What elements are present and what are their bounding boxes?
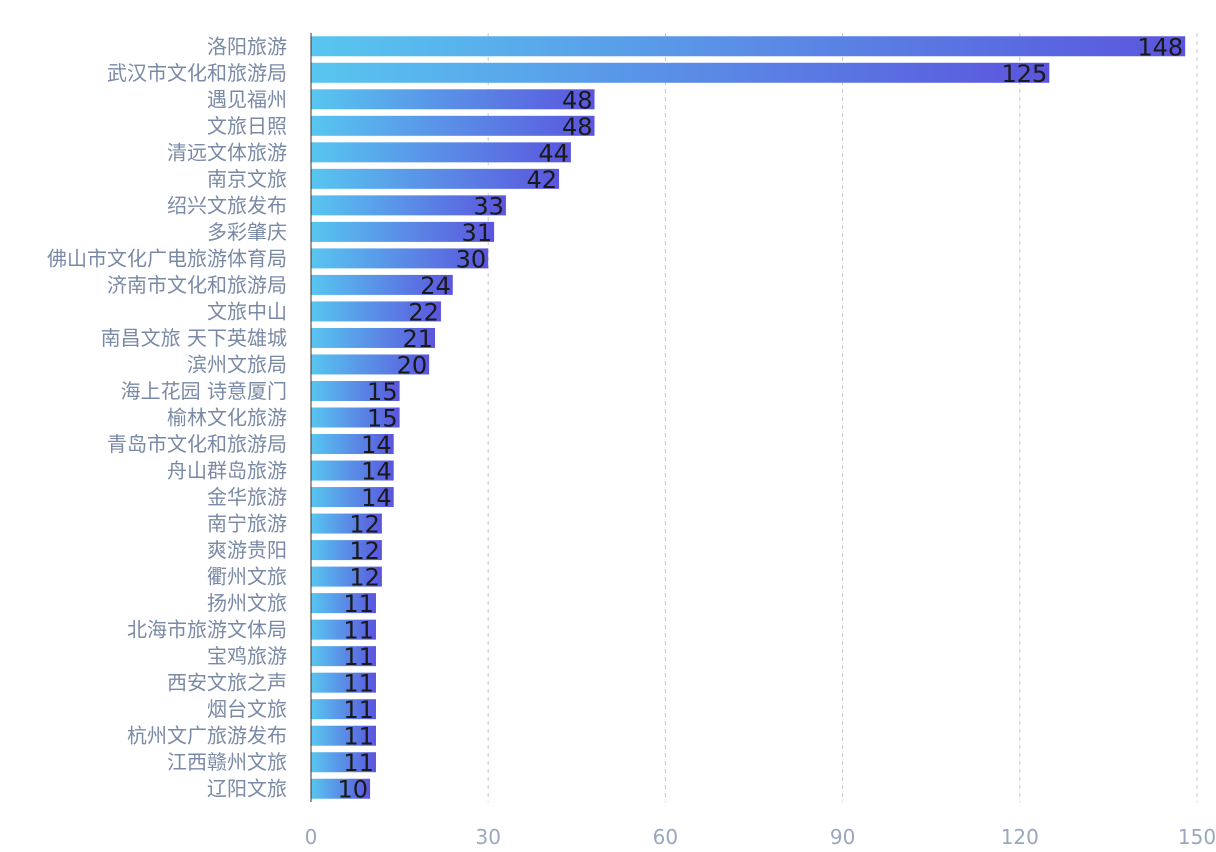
category-label: 青岛市文化和旅游局: [107, 432, 287, 456]
bar: [311, 725, 376, 746]
category-label: 舟山群岛旅游: [167, 459, 287, 483]
x-tick-label: 60: [653, 825, 678, 849]
category-label: 多彩肇庆: [207, 220, 287, 244]
category-label: 西安文旅之声: [167, 671, 287, 695]
value-label: 24: [420, 272, 451, 300]
bar: [311, 327, 436, 348]
bar: [311, 354, 430, 375]
category-label: 宝鸡旅游: [207, 644, 287, 668]
grid-lines: [487, 33, 1198, 802]
value-label: 31: [462, 219, 493, 247]
value-label: 12: [349, 511, 380, 539]
bar: [311, 699, 376, 720]
category-label: 文旅中山: [207, 299, 287, 323]
category-label: 佛山市文化广电旅游体育局: [47, 246, 287, 270]
x-tick-label: 150: [1178, 825, 1216, 849]
value-label: 20: [397, 351, 428, 379]
bar: [311, 274, 453, 295]
x-tick-label: 120: [1001, 825, 1039, 849]
bar: [311, 672, 376, 693]
bar: [311, 407, 400, 428]
category-label: 文旅日照: [207, 114, 287, 138]
bar: [311, 221, 495, 242]
value-label: 11: [343, 696, 374, 724]
value-labels: 1481254848444233313024222120151514141412…: [338, 33, 1184, 803]
value-label: 11: [343, 723, 374, 751]
x-tick-labels: 0 30 60 90 120 150: [305, 825, 1216, 849]
bar: [311, 646, 376, 667]
category-label: 杭州文广旅游发布: [127, 724, 287, 748]
value-label: 44: [538, 139, 569, 167]
bar: [311, 301, 441, 322]
category-label: 洛阳旅游: [207, 34, 287, 58]
category-label: 金华旅游: [207, 485, 287, 509]
category-label: 海上花园 诗意厦门: [121, 379, 287, 403]
value-label: 10: [338, 776, 369, 804]
bar: [311, 540, 382, 561]
bar: [311, 115, 595, 136]
value-label: 48: [562, 113, 593, 141]
value-label: 11: [343, 590, 374, 618]
category-label: 北海市旅游文体局: [127, 618, 287, 642]
category-label: 爽游贵阳: [207, 538, 287, 562]
x-tick-label: 30: [475, 825, 500, 849]
category-label: 济南市文化和旅游局: [107, 273, 287, 297]
category-label: 南昌文旅 天下英雄城: [101, 326, 287, 350]
bar: [311, 566, 382, 587]
category-label: 烟台文旅: [207, 697, 287, 721]
value-label: 11: [343, 670, 374, 698]
category-label: 江西赣州文旅: [167, 750, 287, 774]
bar: [311, 619, 376, 640]
category-label: 绍兴文旅发布: [167, 193, 287, 217]
value-label: 22: [408, 298, 439, 326]
bar: [311, 434, 394, 455]
bar: [311, 513, 382, 534]
value-label: 11: [343, 749, 374, 777]
category-label: 榆林文化旅游: [167, 406, 287, 430]
value-label: 33: [473, 192, 504, 220]
bar: [311, 487, 394, 508]
value-label: 14: [361, 484, 392, 512]
bar: [311, 62, 1050, 83]
x-tick-label: 90: [830, 825, 855, 849]
bar: [311, 752, 376, 773]
value-label: 14: [361, 431, 392, 459]
value-label: 12: [349, 537, 380, 565]
value-label: 148: [1137, 33, 1183, 61]
bar: [311, 248, 489, 269]
value-label: 125: [1002, 60, 1048, 88]
value-label: 11: [343, 617, 374, 645]
category-label: 南宁旅游: [207, 512, 287, 536]
bar: [311, 142, 571, 163]
bar: [311, 89, 595, 110]
value-label: 15: [367, 405, 398, 433]
category-label: 清远文体旅游: [167, 140, 287, 164]
category-label: 武汉市文化和旅游局: [107, 61, 287, 85]
bar: [311, 593, 376, 614]
value-label: 15: [367, 378, 398, 406]
bar: [311, 380, 400, 401]
value-label: 21: [402, 325, 433, 353]
category-label: 滨州文旅局: [187, 352, 287, 376]
value-label: 11: [343, 643, 374, 671]
bar: [311, 195, 506, 216]
category-label: 南京文旅: [207, 167, 287, 191]
category-label: 扬州文旅: [207, 591, 287, 615]
value-label: 12: [349, 564, 380, 592]
value-label: 14: [361, 458, 392, 486]
bar: [311, 778, 371, 799]
category-label: 辽阳文旅: [207, 777, 287, 801]
category-labels: 洛阳旅游武汉市文化和旅游局遇见福州文旅日照清远文体旅游南京文旅绍兴文旅发布多彩肇…: [47, 34, 287, 800]
bar: [311, 36, 1186, 57]
bar: [311, 168, 560, 189]
value-label: 48: [562, 86, 593, 114]
bars: [311, 36, 1186, 799]
category-label: 衢州文旅: [207, 565, 287, 589]
category-label: 遇见福州: [207, 87, 287, 111]
bar: [311, 460, 394, 481]
x-tick-label: 0: [305, 825, 318, 849]
value-label: 30: [456, 245, 487, 273]
value-label: 42: [527, 166, 558, 194]
